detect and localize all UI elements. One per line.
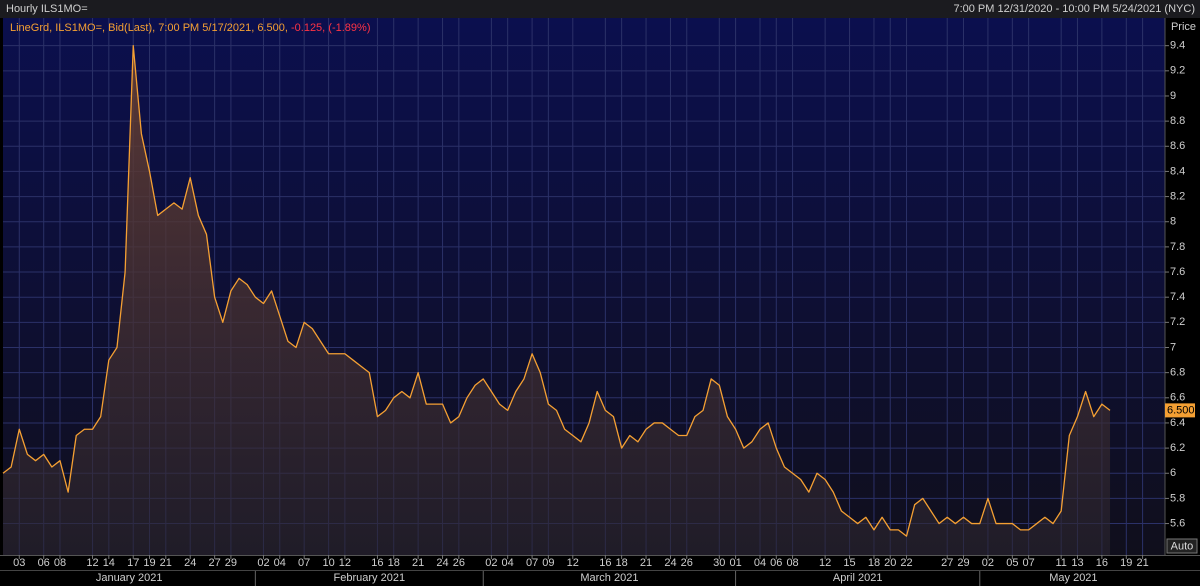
last-value-box	[1165, 403, 1195, 418]
x-tick-label: 29	[225, 557, 237, 569]
x-tick-label: 02	[485, 557, 497, 569]
x-tick-label: 22	[900, 557, 912, 569]
x-tick-label: 07	[298, 557, 310, 569]
x-tick-label: 16	[1096, 557, 1108, 569]
x-tick-label: 06	[770, 557, 782, 569]
x-tick-label: 30	[713, 557, 725, 569]
y-tick-label: 5.6	[1170, 517, 1185, 529]
chart-title: Hourly ILS1MO=	[6, 3, 88, 15]
x-tick-label: 14	[103, 557, 115, 569]
legend-series: LineGrd, ILS1MO=, Bid(Last), 7:00 PM 5/1…	[10, 22, 288, 34]
y-tick-label: 7.8	[1170, 241, 1185, 253]
x-tick-label: 16	[371, 557, 383, 569]
month-label: January 2021	[96, 572, 163, 584]
y-tick-label: 6.4	[1170, 417, 1185, 429]
x-tick-label: 27	[941, 557, 953, 569]
y-tick-label: 7.2	[1170, 316, 1185, 328]
x-tick-label: 20	[884, 557, 896, 569]
x-tick-label: 12	[819, 557, 831, 569]
x-tick-label: 11	[1055, 557, 1066, 569]
x-tick-label: 21	[640, 557, 652, 569]
legend-change-pct: (-1.89%)	[328, 22, 370, 34]
legend-change: -0.125,	[291, 22, 325, 34]
x-tick-label: 12	[86, 557, 98, 569]
x-tick-label: 12	[567, 557, 579, 569]
y-tick-label: 8.4	[1170, 165, 1185, 177]
x-tick-label: 18	[388, 557, 400, 569]
x-tick-label: 17	[127, 557, 139, 569]
x-tick-label: 24	[184, 557, 196, 569]
x-tick-label: 21	[1136, 557, 1148, 569]
x-tick-label: 18	[616, 557, 628, 569]
x-tick-label: 21	[160, 557, 172, 569]
x-tick-label: 27	[209, 557, 221, 569]
x-tick-label: 09	[542, 557, 554, 569]
top-bar	[0, 0, 1200, 18]
x-tick-label: 03	[13, 557, 25, 569]
x-tick-label: 26	[681, 557, 693, 569]
x-tick-label: 15	[843, 557, 855, 569]
date-range: 7:00 PM 12/31/2020 - 10:00 PM 5/24/2021 …	[953, 3, 1195, 15]
x-tick-label: 08	[786, 557, 798, 569]
x-tick-label: 07	[526, 557, 538, 569]
x-tick-label: 19	[1120, 557, 1132, 569]
button-frame[interactable]	[1166, 538, 1198, 554]
month-label: March 2021	[580, 572, 638, 584]
x-tick-label: 04	[754, 557, 766, 569]
y-tick-label: 7.4	[1170, 291, 1185, 303]
x-tick-label: 06	[38, 557, 50, 569]
area-fill	[3, 45, 1111, 556]
y-tick-label: 6.8	[1170, 367, 1185, 379]
y-tick-label: 9.4	[1170, 40, 1185, 52]
x-tick-label: 26	[453, 557, 465, 569]
y-tick-label: 8.6	[1170, 140, 1185, 152]
x-tick-label: 01	[729, 557, 741, 569]
x-tick-label: 18	[868, 557, 880, 569]
legend: LineGrd, ILS1MO=, Bid(Last), 7:00 PM 5/1…	[10, 22, 370, 34]
x-tick-label: 16	[599, 557, 611, 569]
x-tick-label: 24	[436, 557, 448, 569]
month-label: May 2021	[1049, 572, 1097, 584]
price-line	[2, 45, 1111, 537]
button-label[interactable]: Auto	[1171, 540, 1194, 552]
y-tick-label: 7.6	[1170, 266, 1185, 278]
x-tick-label: 02	[257, 557, 269, 569]
last-value-label: 6.500	[1167, 404, 1195, 416]
y-tick-label: 9.2	[1170, 65, 1185, 77]
x-tick-label: 07	[1022, 557, 1034, 569]
x-tick-label: 10	[322, 557, 334, 569]
y-tick-label: 6.2	[1170, 442, 1185, 454]
y-tick-label: 6.6	[1170, 392, 1185, 404]
y-tick-label: 8.8	[1170, 115, 1185, 127]
y-tick-label: 8.2	[1170, 190, 1185, 202]
y-tick-label: 9	[1170, 90, 1176, 102]
x-tick-label: 24	[664, 557, 676, 569]
x-tick-label: 13	[1071, 557, 1083, 569]
x-tick-label: 08	[54, 557, 66, 569]
x-tick-label: 19	[143, 557, 155, 569]
y-tick-label: 6	[1170, 467, 1176, 479]
month-label: February 2021	[334, 572, 406, 584]
x-tick-label: 04	[274, 557, 286, 569]
plot	[2, 45, 1111, 556]
x-tick-label: 02	[982, 557, 994, 569]
auto-button[interactable]: Auto	[1166, 538, 1198, 554]
y-tick-label: 7	[1170, 341, 1176, 353]
x-tick-label: 04	[502, 557, 514, 569]
x-tick-label: 21	[412, 557, 424, 569]
x-tick-label: 05	[1006, 557, 1018, 569]
x-tick-label: 29	[957, 557, 969, 569]
y-tick-label: 8	[1170, 216, 1176, 228]
y-axis-label: Price	[1171, 21, 1196, 33]
x-tick-label: 12	[339, 557, 351, 569]
month-label: April 2021	[833, 572, 883, 584]
y-tick-label: 5.8	[1170, 492, 1185, 504]
